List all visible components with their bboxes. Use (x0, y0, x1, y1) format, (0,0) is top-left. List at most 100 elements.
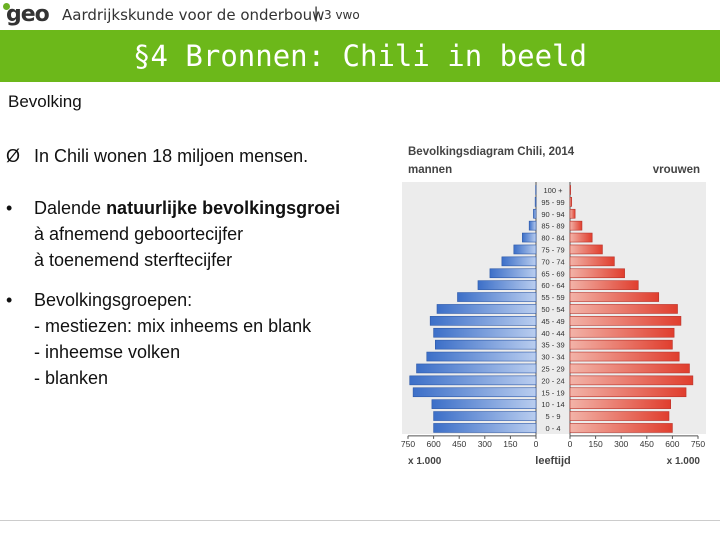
bar-women (569, 304, 678, 314)
bar-men (426, 351, 537, 362)
bullet-text: Bevolkingsgroepen: (34, 290, 193, 310)
logo: geo (6, 2, 50, 27)
page-title: §4 Bronnen: Chili in beeld (133, 39, 587, 73)
arrow-bullet-icon: Ø (6, 146, 21, 166)
tick-label-right: 300 (614, 439, 628, 449)
bar-men (534, 197, 537, 207)
age-group-label: 25 - 29 (541, 364, 564, 373)
age-group-label: 15 - 19 (541, 388, 564, 397)
bar-women (569, 280, 639, 290)
tick-label-left: 600 (427, 439, 441, 449)
logo-icon (3, 3, 10, 10)
age-group-label: 65 - 69 (541, 269, 564, 278)
tick-label-left: 450 (452, 439, 466, 449)
bullet-subline: à toenemend sterftecijfer (34, 250, 233, 270)
bar-women (569, 197, 573, 207)
tick-label-right: 750 (691, 439, 705, 449)
tick-label-left: 300 (478, 439, 492, 449)
bar-women (569, 375, 694, 386)
tick-label-right: 450 (640, 439, 654, 449)
age-group-label: 0 - 4 (545, 424, 560, 433)
age-group-label: 90 - 94 (541, 210, 564, 219)
age-group-label: 95 - 99 (541, 198, 564, 207)
bar-men (409, 375, 537, 386)
age-group-label: 60 - 64 (541, 281, 564, 290)
x-axis-label: leeftijd (535, 455, 570, 467)
header-separator: | (314, 5, 319, 22)
bullet-dot-icon: • (6, 198, 13, 218)
section-title: Bevolking (8, 92, 82, 111)
tick-label-left: 0 (534, 439, 539, 449)
bullet-subline: - mestiezen: mix inheems en blank (34, 316, 312, 336)
age-group-label: 35 - 39 (541, 341, 564, 350)
age-group-label: 10 - 14 (541, 400, 564, 409)
bar-women (569, 351, 680, 362)
bar-women (569, 316, 682, 326)
bullet-text-block: Bevolkingsgroepen: - mestiezen: mix inhee… (34, 287, 311, 391)
bullet-text: In Chili wonen 18 miljoen mensen. (34, 146, 309, 166)
bullet-population: Ø In Chili wonen 18 miljoen mensen. (6, 143, 308, 169)
bar-women (569, 220, 583, 231)
age-group-label: 75 - 79 (541, 245, 564, 254)
tick-label-right: 0 (568, 439, 573, 449)
bar-men (513, 244, 537, 255)
bar-men (435, 339, 537, 350)
footer-divider (0, 520, 720, 521)
subject-label: Aardrijkskunde voor de onderbouw (62, 6, 325, 24)
bar-men (457, 292, 537, 302)
bar-men (528, 220, 537, 231)
bar-women (569, 423, 673, 433)
age-group-label: 20 - 24 (541, 376, 564, 385)
bullet-bold-text: natuurlijke bevolkingsgroei (106, 198, 341, 218)
bar-women (569, 387, 687, 398)
bar-men (477, 280, 537, 290)
age-group-label: 100 + (544, 186, 564, 195)
bar-women (569, 185, 571, 195)
tick-label-right: 600 (665, 439, 679, 449)
bar-men (412, 387, 537, 398)
bar-men (433, 327, 537, 338)
bar-men (533, 208, 537, 219)
tick-label-right: 150 (589, 439, 603, 449)
bar-women (569, 363, 690, 374)
bar-women (569, 399, 671, 409)
bullet-groups: • Bevolkingsgroepen: - mestiezen: mix inhe… (6, 287, 311, 391)
bullet-growth: • Dalende natuurlijke bevolkingsgroei à af… (6, 195, 340, 273)
bar-women (569, 339, 673, 350)
bar-women (569, 292, 660, 302)
age-group-label: 45 - 49 (541, 317, 564, 326)
bar-men (433, 423, 537, 433)
age-group-label: 85 - 89 (541, 222, 564, 231)
age-group-label: 40 - 44 (541, 329, 564, 338)
bar-men (431, 399, 537, 409)
age-group-label: 70 - 74 (541, 257, 564, 266)
bullet-subline: - inheemse volken (34, 342, 181, 362)
bar-men (429, 316, 537, 326)
age-group-label: 80 - 84 (541, 234, 564, 243)
bullet-text: Dalende (34, 198, 107, 218)
bar-men (436, 304, 537, 314)
right-unit-label: x 1.000 (667, 456, 701, 467)
bar-men (501, 256, 537, 267)
bar-women (569, 411, 670, 421)
men-label: mannen (408, 164, 452, 176)
bar-men (522, 232, 537, 243)
bullet-dot-icon: • (6, 290, 13, 310)
title-banner: §4 Bronnen: Chili in beeld (0, 30, 720, 82)
bar-men (416, 363, 537, 374)
bullet-subline: à afnemend geboortecijfer (34, 224, 244, 244)
bar-women (569, 268, 625, 279)
tick-label-left: 750 (401, 439, 415, 449)
chart-title: Bevolkingsdiagram Chili, 2014 (408, 146, 575, 158)
bar-men (433, 411, 537, 421)
tick-label-left: 150 (503, 439, 517, 449)
bullet-text-block: Dalende natuurlijke bevolkingsgroei à afn… (34, 195, 340, 273)
age-group-label: 50 - 54 (541, 305, 564, 314)
bar-women (569, 232, 593, 243)
header: geo Aardrijkskunde voor de onderbouw | 3… (0, 0, 720, 30)
population-pyramid-chart: 100 + 95 - 99 90 - 94 85 - 89 80 - 84 75 - 79… (401, 146, 706, 467)
bar-women (569, 256, 615, 267)
women-label: vrouwen (653, 164, 700, 176)
level-label: 3 vwo (324, 8, 360, 22)
age-group-label: 5 - 9 (545, 412, 560, 421)
